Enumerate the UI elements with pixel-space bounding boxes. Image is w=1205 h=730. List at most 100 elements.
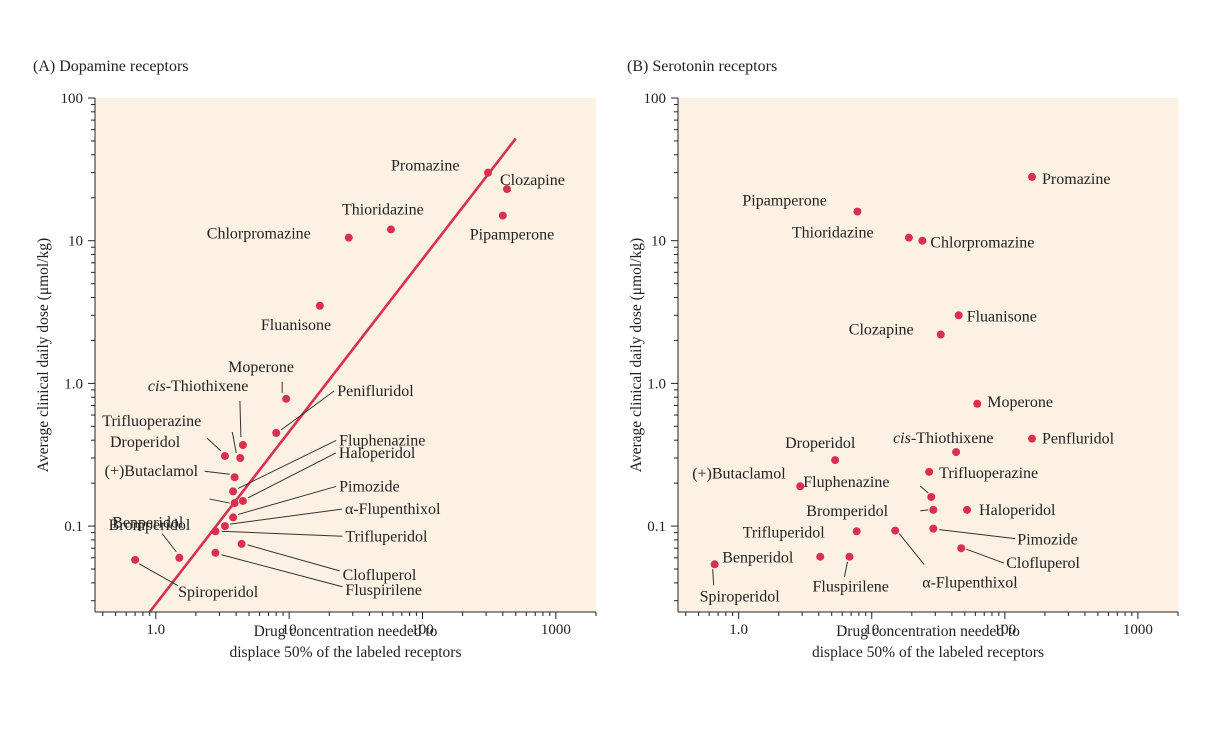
x-axis-label: Drug concentration needed to [254, 623, 438, 640]
data-point [236, 454, 245, 463]
label-leader [206, 437, 222, 452]
data-point [229, 513, 238, 522]
data-point [230, 473, 239, 482]
label-leader [280, 390, 335, 431]
point-label: Pipamperone [470, 227, 554, 244]
label-leader [204, 470, 230, 475]
point-label: Clofluperol [1006, 555, 1080, 572]
data-point [272, 428, 281, 437]
label-leader [138, 563, 179, 587]
plot-area [95, 98, 596, 612]
point-label: Fluphenazine [803, 474, 889, 491]
y-tick-label: 1.0 [64, 376, 83, 392]
data-point [502, 185, 511, 194]
data-point [220, 522, 229, 531]
data-point [853, 207, 862, 216]
label-leader [231, 431, 237, 454]
point-label: Pimozide [339, 478, 399, 495]
label-leader [712, 569, 715, 586]
label-leader [237, 485, 337, 515]
panel-title: (A) Dopamine receptors [33, 58, 189, 75]
point-label: Haloperidol [979, 502, 1056, 519]
regression-line [148, 137, 517, 612]
point-label: Haloperidol [339, 445, 416, 462]
data-point [927, 492, 936, 501]
data-point [229, 487, 238, 496]
data-point [954, 311, 963, 320]
data-point [936, 330, 945, 339]
data-point [211, 527, 220, 536]
point-label: Fluanisone [967, 308, 1037, 325]
data-point [710, 560, 719, 569]
point-label: Benperidol [722, 550, 794, 567]
point-label: α-Flupenthixol [345, 501, 441, 518]
y-axis-label: Average clinical daily dose (μmol/kg) [35, 238, 52, 472]
point-label: Spiroperidol [178, 584, 259, 601]
data-point [238, 441, 247, 450]
point-label: Benperidol [112, 515, 184, 532]
data-point [344, 233, 353, 242]
label-leader [221, 530, 343, 537]
label-leader [920, 509, 929, 512]
x-tick-label: 1.0 [146, 622, 165, 638]
data-point [957, 544, 966, 553]
point-label: Moperone [228, 359, 294, 376]
point-label: cis-Thiothixene [148, 378, 248, 395]
data-point [973, 399, 982, 408]
point-label: Promazine [1042, 171, 1110, 188]
data-point [131, 555, 140, 564]
point-label: (+)Butaclamol [105, 463, 199, 480]
data-point [315, 301, 324, 310]
y-tick-label: 1.0 [647, 376, 666, 392]
label-leader [898, 533, 925, 565]
point-label: Chlorpromazine [930, 235, 1034, 252]
data-point [1028, 434, 1037, 443]
data-point [852, 527, 861, 536]
label-leader [843, 561, 848, 577]
x-axis-label: Drug concentration needed to [836, 623, 1020, 640]
point-label: Fluspirilene [812, 579, 888, 596]
point-label: Clofluperol [343, 567, 417, 584]
label-leader [229, 508, 343, 525]
point-label: Promazine [391, 158, 459, 175]
point-label: Bromperidol [109, 517, 191, 534]
data-point [929, 505, 938, 514]
x-tick-label: 1000 [1123, 622, 1153, 638]
point-label: Trifluperidol [743, 524, 826, 541]
data-point [929, 524, 938, 533]
data-point [952, 448, 961, 457]
panel-title: (B) Serotonin receptors [627, 58, 777, 75]
panel-serotonin: (B) Serotonin receptors 0.1 1.0 10 100 1.0 10 1… [627, 58, 1179, 661]
point-label: Fluanisone [261, 317, 331, 334]
y-tick-label: 0.1 [647, 519, 666, 535]
data-point [925, 467, 934, 476]
data-point [904, 233, 913, 242]
x-tick-label: 10 [864, 622, 879, 638]
data-point [831, 456, 840, 465]
y-axis-label: Average clinical daily dose (μmol/kg) [628, 238, 645, 472]
point-label: Bromperidol [806, 503, 888, 520]
data-point [816, 552, 825, 561]
label-leader [221, 554, 343, 588]
data-point [230, 499, 239, 508]
point-label: Penifluridol [337, 383, 414, 400]
panel-dopamine: (A) Dopamine receptors 0.1 1.0 10 100 1.0 10 10… [33, 58, 597, 661]
x-axis-label: displace 50% of the labeled receptors [230, 644, 462, 661]
point-label: Clozapine [500, 172, 565, 189]
label-leader [209, 498, 230, 504]
point-label: Thioridazine [342, 201, 424, 218]
plot-area [678, 98, 1178, 612]
data-point [918, 236, 927, 245]
data-point [963, 505, 972, 514]
point-label: Trifluoperazine [939, 465, 1038, 482]
x-tick-label: 100 [411, 622, 434, 638]
x-tick-label: 1.0 [729, 622, 748, 638]
y-tick-label: 10 [68, 234, 83, 250]
y-tick-label: 10 [651, 234, 666, 250]
data-point [220, 451, 229, 460]
label-leader [247, 544, 340, 572]
point-label: (+)Butaclamol [692, 465, 786, 482]
data-point [175, 553, 184, 562]
x-tick-label: 10 [282, 622, 297, 638]
